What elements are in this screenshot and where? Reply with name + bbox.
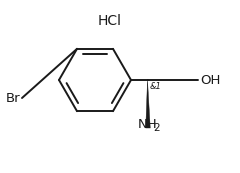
Text: 2: 2 [154,123,160,133]
Polygon shape [146,80,150,128]
Text: NH: NH [138,118,158,131]
Text: &1: &1 [150,82,162,91]
Text: OH: OH [200,74,220,86]
Text: Br: Br [5,92,20,104]
Text: HCl: HCl [98,14,122,28]
